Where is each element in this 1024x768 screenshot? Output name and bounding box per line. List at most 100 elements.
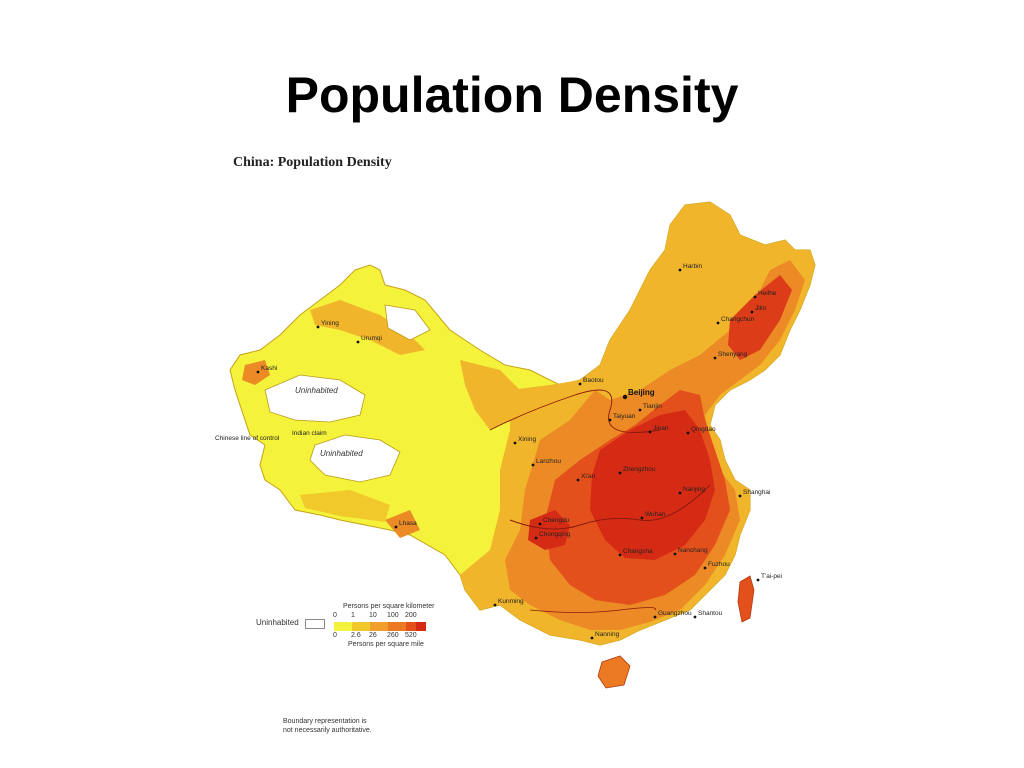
- legend-mile-tick: 520: [405, 632, 417, 639]
- chinese-line-label: Chinese line of control: [215, 435, 280, 442]
- city-marker: [638, 408, 642, 412]
- city-label: Kunming: [498, 598, 524, 605]
- legend-swatch-4: [388, 622, 406, 631]
- city-label: Xining: [518, 436, 536, 443]
- city-marker: [534, 536, 538, 540]
- city-marker: [753, 295, 757, 299]
- city-label: Baotou: [583, 377, 604, 384]
- city-marker: [693, 615, 697, 619]
- legend-mile-tick: 0: [333, 632, 337, 639]
- legend-mile-label: Persons per square mile: [348, 641, 424, 648]
- city-label: Jinan: [653, 425, 669, 432]
- uninhabited-label-2: Uninhabited: [320, 449, 363, 458]
- city-marker: [394, 525, 398, 529]
- density-patch-lhasa: [385, 510, 420, 538]
- city-marker: [750, 310, 754, 314]
- legend-km-label: Persons per square kilometer: [343, 603, 435, 610]
- density-highest-northeast: [728, 275, 792, 360]
- city-marker: [678, 491, 682, 495]
- city-marker: [738, 494, 742, 498]
- uninhabited-label-1: Uninhabited: [295, 386, 338, 395]
- footnote-line-1: Boundary representation is: [283, 718, 367, 725]
- city-label: Nanjing: [683, 486, 705, 493]
- city-marker: [703, 566, 707, 570]
- city-label: Beijing: [628, 388, 655, 397]
- footnote-line-2: not necessarily authoritative.: [283, 727, 372, 734]
- city-label: Xi'an: [581, 473, 596, 480]
- city-label: Chongqing: [539, 531, 571, 538]
- hainan-island: [597, 655, 631, 689]
- city-marker: [622, 394, 628, 400]
- city-marker: [538, 522, 542, 526]
- city-label: T'ai-pei: [761, 573, 782, 580]
- density-patch-gansu: [460, 360, 520, 430]
- city-marker: [648, 430, 652, 434]
- city-label: Changchun: [721, 316, 755, 323]
- legend-swatch-6: [416, 622, 426, 631]
- city-marker: [513, 441, 517, 445]
- city-label: Jilin: [755, 305, 767, 312]
- footnote: Boundary representation is not necessari…: [283, 717, 403, 735]
- city-marker: [618, 553, 622, 557]
- city-marker: [493, 603, 497, 607]
- uninhabited-taklamakan: [264, 374, 366, 423]
- pearl-river: [529, 607, 656, 613]
- yellow-river: [489, 389, 661, 433]
- city-label: Shanghai: [743, 489, 770, 496]
- yangtze-river: [509, 484, 711, 530]
- city-label: Wuhan: [645, 511, 666, 518]
- city-label: Lanzhou: [536, 458, 561, 465]
- city-label: Lhasa: [399, 520, 417, 527]
- city-marker: [640, 516, 644, 520]
- map-title: China: Population Density: [233, 155, 392, 170]
- legend-mile-tick: 2.6: [351, 632, 361, 639]
- city-marker: [673, 552, 677, 556]
- city-label: Urumqi: [361, 335, 382, 342]
- legend-uninhabited-swatch: [305, 619, 325, 629]
- city-marker: [618, 471, 622, 475]
- taiwan-island: [737, 575, 755, 623]
- legend-km-tick: 1: [351, 612, 355, 619]
- legend-mile-tick: 260: [387, 632, 399, 639]
- legend-km-tick: 100: [387, 612, 399, 619]
- city-marker: [316, 325, 320, 329]
- legend-km-tick: 200: [405, 612, 417, 619]
- city-label: Shenyang: [718, 351, 748, 358]
- city-label: Fuzhou: [708, 561, 730, 568]
- city-marker: [653, 615, 657, 619]
- legend-swatch-3: [370, 622, 388, 631]
- city-marker: [356, 340, 360, 344]
- city-marker: [608, 418, 612, 422]
- density-highest-sichuan: [528, 510, 570, 550]
- city-marker: [576, 478, 580, 482]
- city-marker: [686, 431, 690, 435]
- legend-km-tick: 10: [369, 612, 377, 619]
- legend-swatch-5: [406, 622, 416, 631]
- density-highest: [590, 410, 715, 560]
- legend-uninhabited-label: Uninhabited: [256, 618, 299, 627]
- city-label: Heilhe: [758, 290, 777, 297]
- city-label: Tianjin: [643, 403, 662, 410]
- city-marker: [756, 578, 760, 582]
- city-marker: [256, 370, 260, 374]
- china-density-map: Uninhabited Uninhabited Chinese line of …: [215, 201, 816, 689]
- legend-swatch-2: [352, 622, 370, 631]
- city-label: Qingdao: [691, 426, 716, 433]
- density-patch-kashi: [242, 360, 270, 385]
- city-marker: [531, 463, 535, 467]
- city-label: Yining: [321, 320, 339, 327]
- legend-km-tick: 0: [333, 612, 337, 619]
- city-marker: [716, 321, 720, 325]
- city-label: Zhengzhou: [623, 466, 656, 473]
- city-label: Taiyuan: [613, 413, 636, 420]
- city-label: Nanchang: [678, 547, 708, 554]
- city-label: Kashi: [261, 365, 277, 372]
- city-label: Harbin: [683, 263, 703, 270]
- city-marker: [713, 356, 717, 360]
- slide-title: Population Density: [285, 67, 739, 123]
- city-marker: [578, 382, 582, 386]
- city-marker: [590, 636, 594, 640]
- uninhabited-tibet: [309, 434, 401, 483]
- density-patch-tibet-south: [300, 490, 390, 522]
